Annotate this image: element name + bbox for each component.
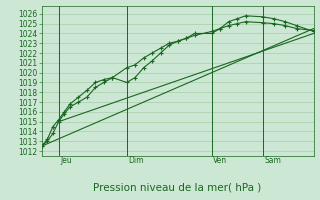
- Text: Ven: Ven: [213, 156, 227, 165]
- Text: Pression niveau de la mer( hPa ): Pression niveau de la mer( hPa ): [93, 183, 262, 193]
- Text: Dim: Dim: [128, 156, 143, 165]
- Text: Sam: Sam: [264, 156, 281, 165]
- Text: Jeu: Jeu: [60, 156, 72, 165]
